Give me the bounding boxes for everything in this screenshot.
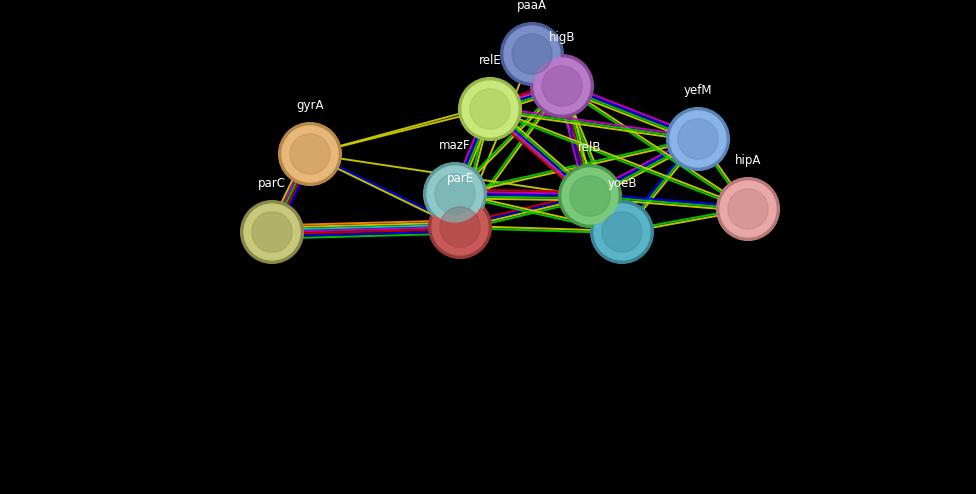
Circle shape — [459, 78, 521, 140]
Circle shape — [562, 168, 618, 224]
Circle shape — [531, 55, 593, 118]
Circle shape — [720, 181, 776, 237]
Circle shape — [435, 174, 475, 214]
Circle shape — [590, 201, 653, 263]
Circle shape — [427, 166, 483, 222]
Circle shape — [290, 134, 330, 174]
Circle shape — [534, 58, 590, 114]
Circle shape — [602, 212, 642, 252]
Circle shape — [428, 196, 491, 258]
Circle shape — [667, 108, 729, 170]
Circle shape — [594, 204, 650, 260]
Text: relE: relE — [478, 54, 502, 67]
Text: relB: relB — [578, 141, 602, 154]
Circle shape — [252, 212, 292, 252]
Circle shape — [432, 199, 488, 255]
Circle shape — [670, 111, 726, 167]
Circle shape — [278, 123, 342, 185]
Circle shape — [511, 34, 552, 74]
Text: hipA: hipA — [735, 154, 761, 167]
Text: parC: parC — [258, 177, 286, 190]
Text: mazF: mazF — [439, 139, 470, 152]
Circle shape — [716, 178, 780, 241]
Text: paaA: paaA — [517, 0, 547, 12]
Text: parE: parE — [446, 172, 473, 185]
Circle shape — [241, 201, 304, 263]
Text: gyrA: gyrA — [297, 99, 324, 112]
Circle shape — [424, 163, 486, 225]
Circle shape — [501, 23, 563, 85]
Text: yoeB: yoeB — [607, 177, 636, 190]
Circle shape — [282, 126, 338, 182]
Circle shape — [728, 189, 768, 229]
Circle shape — [678, 119, 718, 159]
Text: higB: higB — [549, 31, 575, 44]
Circle shape — [558, 165, 622, 227]
Circle shape — [542, 66, 582, 106]
Circle shape — [570, 176, 610, 216]
Circle shape — [244, 204, 300, 260]
Text: yefM: yefM — [684, 84, 712, 97]
Circle shape — [440, 207, 480, 247]
Circle shape — [462, 81, 518, 137]
Circle shape — [469, 89, 510, 129]
Circle shape — [504, 26, 560, 82]
